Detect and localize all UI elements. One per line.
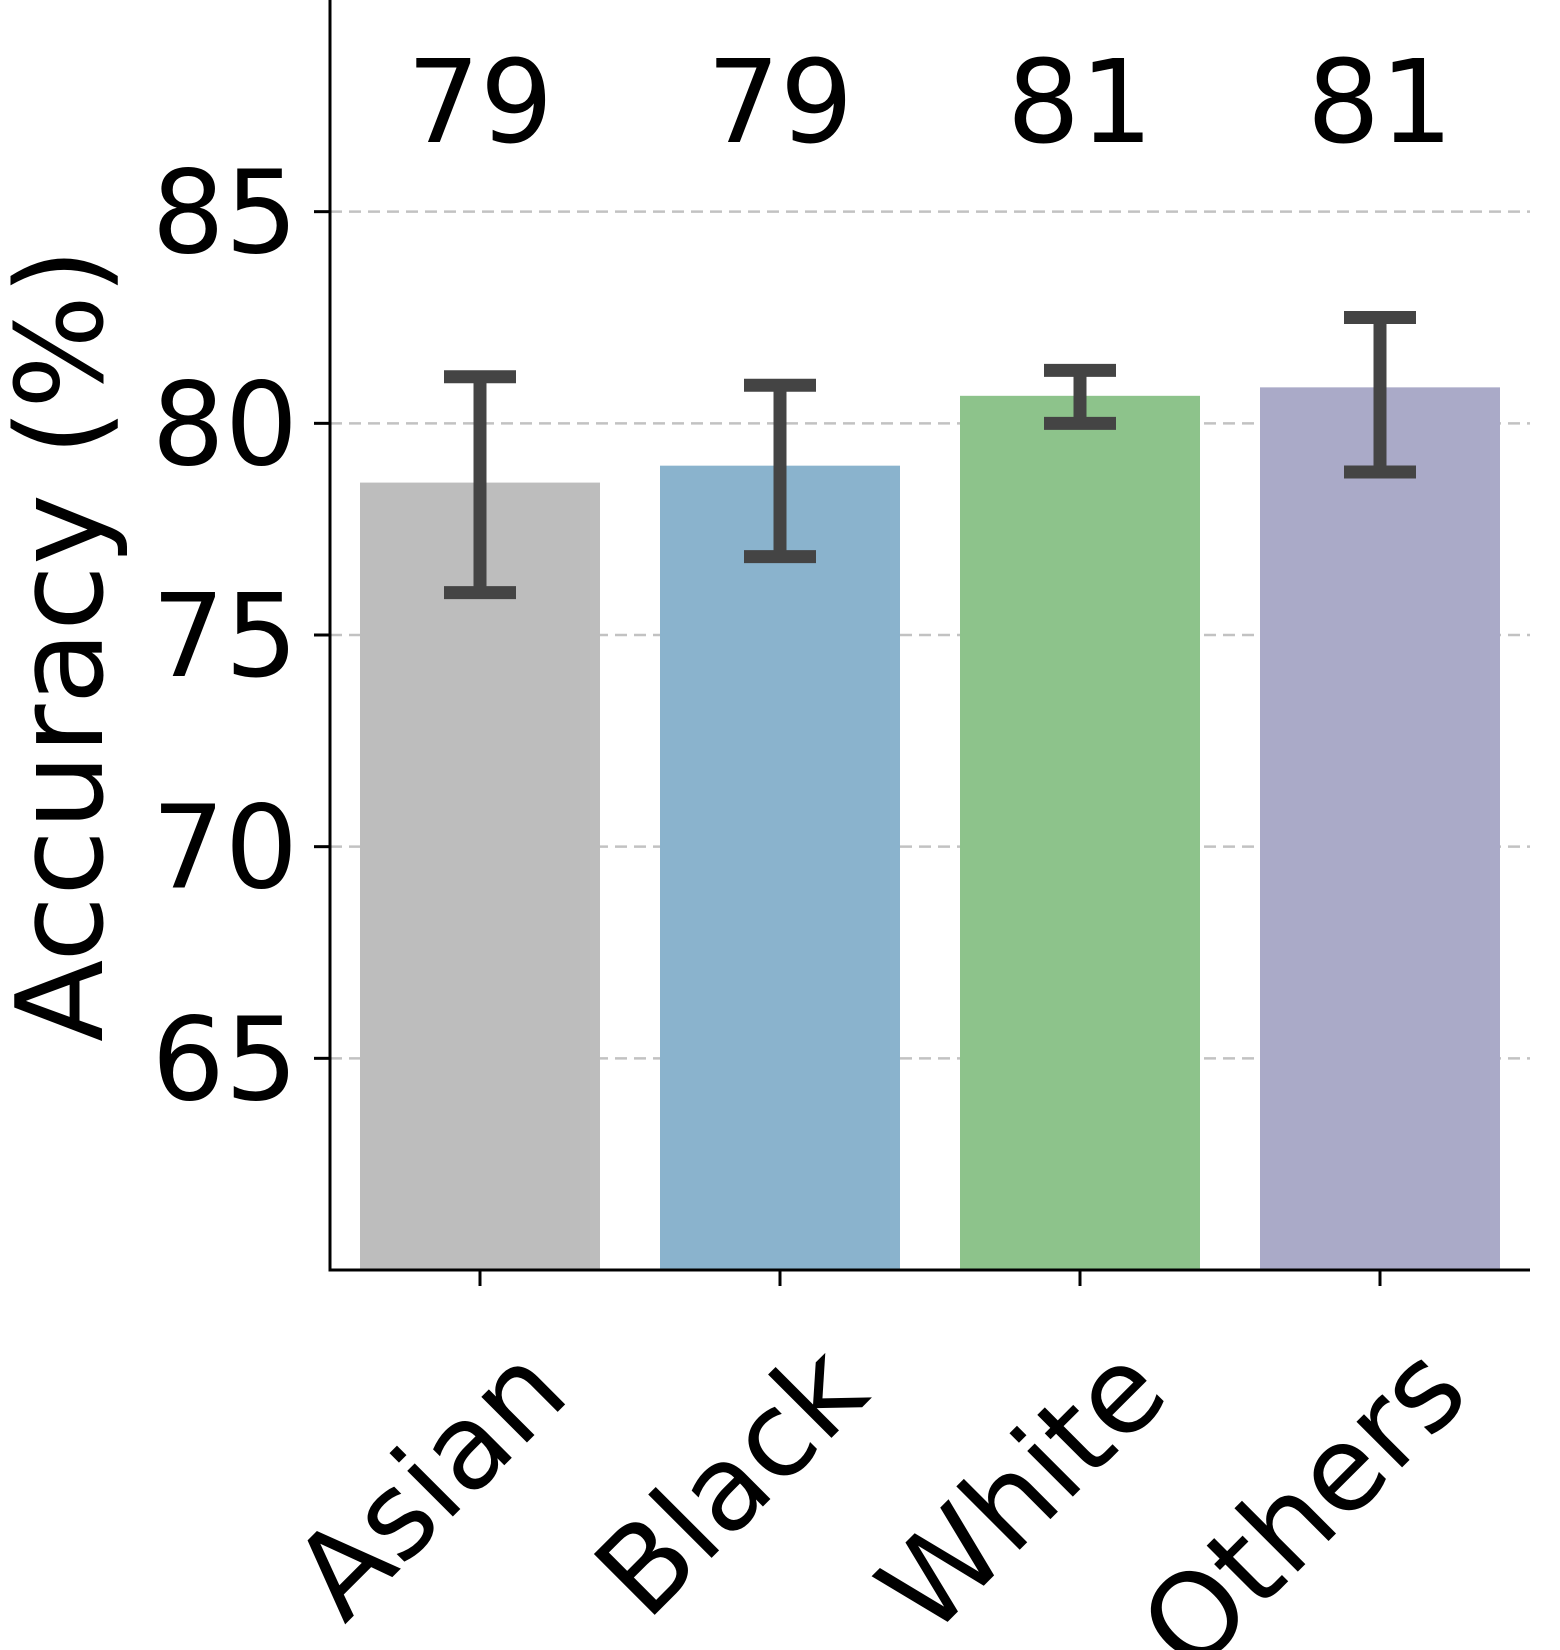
bars — [360, 387, 1500, 1271]
error-bar-black — [744, 378, 816, 564]
y-tick-label-80: 80 — [152, 358, 298, 492]
error-bar-others — [1344, 311, 1416, 479]
error-bar-asian — [444, 370, 516, 600]
y-axis-title: Accuracy (%) — [0, 248, 131, 1042]
data-label-others: 81 — [1307, 36, 1453, 170]
y-tick-label-85: 85 — [152, 147, 298, 281]
bar-black — [660, 465, 900, 1271]
bar-asian — [360, 482, 600, 1271]
bar-white — [960, 395, 1200, 1271]
data-label-black: 79 — [707, 36, 853, 170]
x-tick-label-asian: Asian — [267, 1319, 592, 1644]
y-tick-label-65: 65 — [152, 993, 298, 1127]
y-tick-label-70: 70 — [152, 782, 298, 916]
y-tick-label-75: 75 — [152, 570, 298, 704]
error-bar-white — [1044, 363, 1116, 430]
error-bars — [444, 311, 1416, 600]
data-label-white: 81 — [1007, 36, 1153, 170]
data-label-asian: 79 — [407, 36, 553, 170]
x-tick-label-black: Black — [569, 1319, 892, 1642]
axes — [314, 0, 1530, 1286]
x-tick-label-others: Others — [1114, 1319, 1492, 1650]
bar-others — [1260, 387, 1500, 1271]
